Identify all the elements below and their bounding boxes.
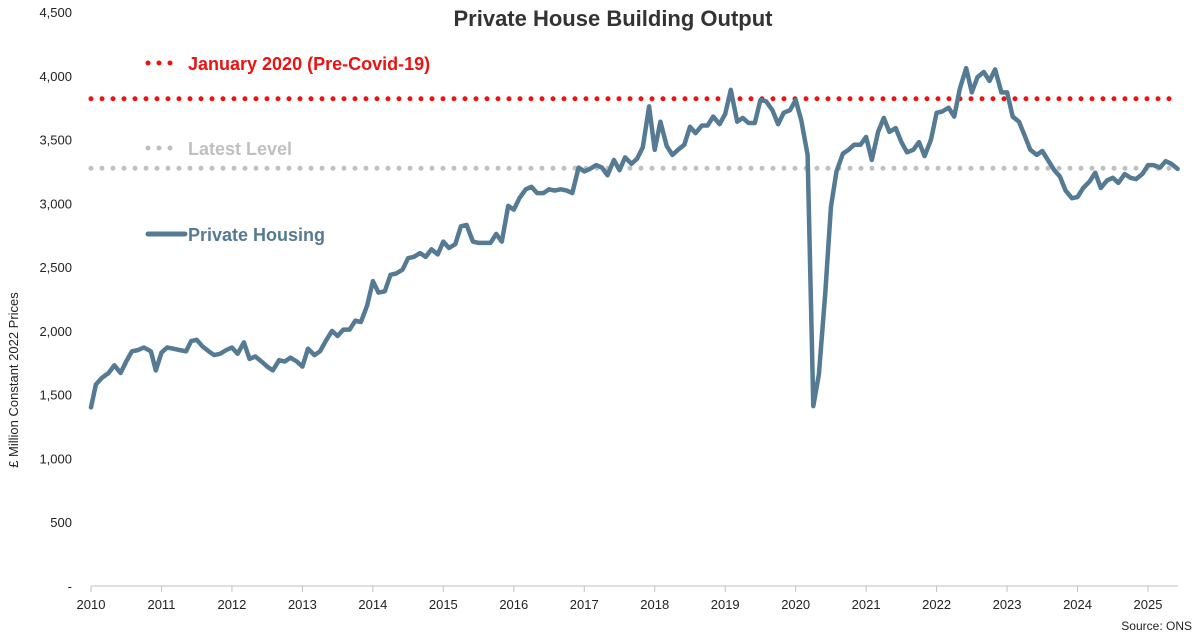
x-tick-label: 2011: [147, 597, 175, 612]
y-tick-label: 4,500: [39, 5, 72, 20]
y-tick-label: -: [68, 579, 72, 594]
y-tick-label: 3,500: [39, 133, 72, 148]
x-tick-label: 2012: [217, 597, 246, 612]
x-tick-label: 2015: [429, 597, 458, 612]
legend-label-pre-covid: January 2020 (Pre-Covid-19): [188, 54, 430, 74]
y-tick-label: 1,000: [39, 451, 72, 466]
x-tick-label: 2025: [1134, 597, 1163, 612]
y-tick-label: 1,500: [39, 388, 72, 403]
y-tick-label: 3,000: [39, 196, 72, 211]
legend-item-pre-covid: January 2020 (Pre-Covid-19): [145, 54, 430, 74]
legend-label-private-housing: Private Housing: [188, 225, 325, 245]
y-tick-label: 2,000: [39, 324, 72, 339]
legend-item-private-housing: Private Housing: [145, 225, 325, 245]
y-tick-label: 4,000: [39, 69, 72, 84]
legend: January 2020 (Pre-Covid-19) Latest Level…: [145, 54, 430, 245]
y-tick-label: 2,500: [39, 260, 72, 275]
x-tick-label: 2013: [288, 597, 317, 612]
chart-title: Private House Building Output: [453, 6, 773, 31]
x-tick-label: 2016: [499, 597, 528, 612]
x-axis: 2010 2011 2012 2013 2014 2015 2016 2017 2018 2019…: [77, 585, 1178, 612]
x-tick-label: 2010: [77, 597, 106, 612]
series-line-private-housing: [88, 65, 1180, 410]
x-tick-label: 2014: [358, 597, 387, 612]
legend-item-latest-level: Latest Level: [145, 139, 292, 159]
x-tick-label: 2022: [922, 597, 951, 612]
series-layer: [88, 65, 1180, 410]
x-tick-label: 2024: [1063, 597, 1092, 612]
legend-label-latest-level: Latest Level: [188, 139, 292, 159]
y-tick-label: 500: [50, 515, 72, 530]
source-note: Source: ONS: [1121, 619, 1192, 633]
x-tick-label: 2020: [781, 597, 810, 612]
x-tick-label: 2019: [711, 597, 740, 612]
x-tick-label: 2021: [852, 597, 881, 612]
x-tick-label: 2017: [570, 597, 599, 612]
y-axis-label: £ Million Constant 2022 Prices: [6, 292, 21, 468]
x-tick-label: 2018: [640, 597, 669, 612]
y-axis-ticks: - 500 1,000 1,500 2,000 2,500 3,000 3,500 4,000 4…: [39, 5, 72, 594]
x-tick-label: 2023: [993, 597, 1022, 612]
